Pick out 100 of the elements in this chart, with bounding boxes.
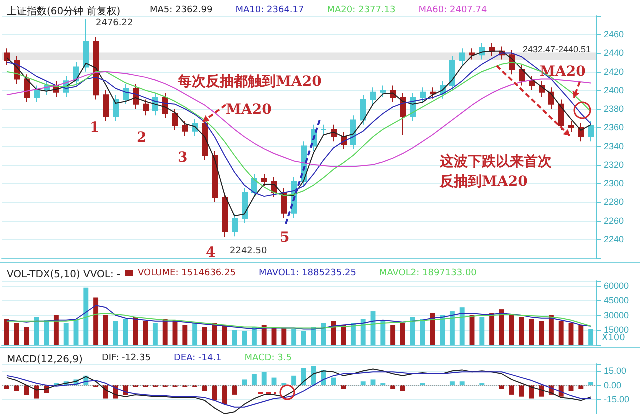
annotation: MA20 bbox=[226, 102, 272, 118]
bar bbox=[292, 376, 297, 386]
text: MA20: 2377.13 bbox=[327, 6, 396, 16]
bar bbox=[133, 317, 138, 345]
y-tick-label: 2400 bbox=[604, 85, 624, 96]
annotation: 反抽到MA20 bbox=[439, 173, 528, 190]
bar bbox=[262, 325, 267, 345]
bar bbox=[242, 331, 248, 345]
bar bbox=[350, 323, 356, 345]
bar bbox=[103, 315, 108, 345]
candlestick bbox=[172, 108, 178, 131]
candlestick bbox=[430, 87, 436, 100]
bar bbox=[360, 382, 366, 386]
y-tick-label: 2240 bbox=[604, 234, 624, 244]
y-tick-label: 30000 bbox=[604, 310, 630, 320]
bar bbox=[212, 323, 218, 345]
text: MA10: 2364.17 bbox=[236, 6, 304, 16]
line-series bbox=[6, 372, 592, 408]
bar bbox=[499, 310, 504, 345]
y-tick-label: 2320 bbox=[604, 160, 624, 170]
bar bbox=[202, 385, 208, 392]
bar bbox=[480, 317, 485, 345]
bar bbox=[509, 315, 514, 345]
text: MAVOL2: 1897133.00 bbox=[379, 268, 478, 278]
bar bbox=[460, 382, 465, 386]
bar bbox=[578, 325, 584, 345]
bar bbox=[360, 319, 366, 345]
candlestick bbox=[182, 120, 188, 137]
candlestick bbox=[350, 115, 356, 150]
candlestick bbox=[93, 36, 99, 100]
bar bbox=[341, 325, 346, 345]
bar bbox=[182, 325, 188, 345]
bar bbox=[44, 320, 50, 345]
candlestick bbox=[360, 94, 366, 126]
candlestick bbox=[519, 64, 525, 86]
bar bbox=[539, 321, 544, 345]
candlestick bbox=[103, 90, 109, 122]
bar bbox=[311, 366, 316, 386]
bar bbox=[519, 317, 524, 345]
text: DIF: -12.35 bbox=[102, 354, 151, 364]
bar bbox=[152, 323, 158, 345]
bar bbox=[64, 323, 69, 345]
text: MA60: 2407.74 bbox=[418, 6, 488, 16]
bar bbox=[301, 331, 306, 345]
candlestick bbox=[400, 92, 406, 136]
line-series bbox=[6, 312, 592, 329]
candlestick bbox=[380, 85, 386, 98]
candlestick bbox=[489, 42, 495, 57]
bar bbox=[34, 317, 40, 345]
bar bbox=[301, 368, 306, 386]
bar bbox=[4, 319, 10, 345]
candlestick bbox=[449, 56, 455, 91]
candlestick bbox=[24, 74, 30, 104]
candlestick bbox=[558, 99, 564, 131]
bar bbox=[292, 329, 297, 345]
bar bbox=[192, 323, 198, 345]
candlestick bbox=[83, 19, 89, 72]
y-tick-label: 0.00 bbox=[604, 380, 622, 390]
chart-title: MACD(12,26,9) bbox=[7, 354, 84, 366]
y-tick-label: 2420 bbox=[604, 66, 624, 77]
y-tick-label: 2380 bbox=[604, 104, 624, 114]
candlestick bbox=[123, 83, 129, 105]
bar bbox=[568, 323, 574, 345]
y-tick-label: 60000 bbox=[604, 280, 630, 291]
bar bbox=[331, 321, 336, 345]
bar bbox=[242, 380, 248, 386]
y-tick-label: 2300 bbox=[604, 178, 624, 189]
annotation: 每次反抽都触到MA20 bbox=[177, 73, 322, 90]
y-tick-label: 15000 bbox=[604, 325, 630, 336]
y-tick-label: 15.00 bbox=[604, 366, 627, 376]
bar bbox=[252, 374, 257, 386]
y-tick-label: 45000 bbox=[604, 296, 630, 306]
bar bbox=[24, 327, 30, 345]
bar bbox=[529, 319, 534, 345]
bar bbox=[588, 329, 594, 345]
bar bbox=[84, 288, 89, 345]
y-tick-label: 2280 bbox=[604, 197, 624, 208]
bar bbox=[588, 382, 594, 386]
bar bbox=[450, 382, 455, 386]
candlestick bbox=[242, 188, 248, 224]
bar bbox=[430, 313, 436, 345]
bar bbox=[380, 321, 386, 345]
bar bbox=[490, 313, 495, 345]
bar bbox=[509, 385, 514, 395]
candlestick bbox=[113, 94, 119, 122]
bar bbox=[450, 312, 455, 345]
bar bbox=[460, 308, 465, 345]
bar bbox=[202, 327, 208, 345]
candlestick bbox=[588, 120, 594, 142]
candlestick bbox=[529, 76, 535, 91]
line-series bbox=[6, 368, 592, 414]
candlestick bbox=[34, 85, 40, 104]
bar bbox=[14, 323, 20, 345]
band-label: 2432.47-2440.51 bbox=[522, 44, 591, 54]
candlestick bbox=[459, 48, 465, 66]
bar bbox=[529, 385, 534, 399]
bar bbox=[519, 385, 524, 397]
candlestick bbox=[143, 99, 149, 116]
y-tick-label: 2460 bbox=[604, 30, 624, 40]
bar bbox=[162, 319, 168, 345]
